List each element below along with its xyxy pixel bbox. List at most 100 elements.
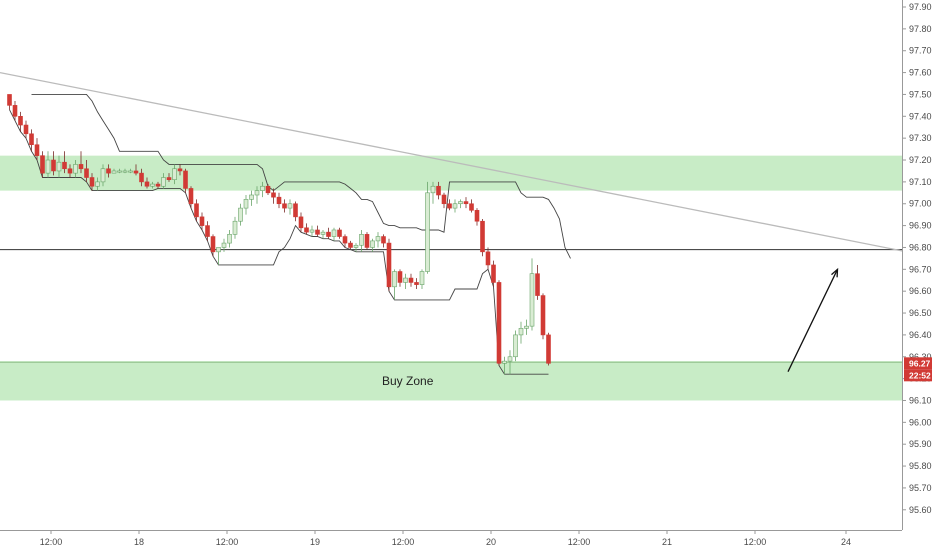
candle-body[interactable] <box>144 181 150 187</box>
candle-body[interactable] <box>458 201 463 205</box>
candle-body[interactable] <box>18 116 23 126</box>
candle-body[interactable] <box>375 236 381 242</box>
candle-body[interactable] <box>469 203 474 211</box>
candle-body[interactable] <box>480 220 485 253</box>
candle-body[interactable] <box>78 164 84 170</box>
candle-body[interactable] <box>276 196 282 205</box>
candle-body[interactable] <box>100 168 106 183</box>
candle-body[interactable] <box>56 161 62 172</box>
candle-body[interactable] <box>364 234 370 248</box>
candle-body[interactable] <box>106 168 111 174</box>
candle-body[interactable] <box>403 277 408 283</box>
candle-body[interactable] <box>89 177 95 187</box>
candle-body[interactable] <box>441 194 447 205</box>
candle-body[interactable] <box>392 271 397 288</box>
candle-body[interactable] <box>161 177 166 187</box>
candle-body[interactable] <box>40 155 45 174</box>
candle-body[interactable] <box>265 185 271 194</box>
candle-body[interactable] <box>436 185 441 196</box>
candle-body[interactable] <box>381 236 386 244</box>
candle-body[interactable] <box>331 229 337 237</box>
candle-body[interactable] <box>326 231 331 237</box>
candle-body[interactable] <box>529 273 535 327</box>
candle-body[interactable] <box>23 124 29 135</box>
candle-body[interactable] <box>447 203 452 209</box>
candle-body[interactable] <box>348 242 353 248</box>
candle-body[interactable] <box>271 192 276 198</box>
candle-body[interactable] <box>452 203 458 209</box>
candle-body[interactable] <box>535 273 540 296</box>
candle-body[interactable] <box>177 168 183 172</box>
candle-body[interactable] <box>513 334 518 358</box>
candle-body[interactable] <box>507 356 513 362</box>
candle-body[interactable] <box>315 229 320 235</box>
candle-body[interactable] <box>34 144 40 156</box>
candle-body[interactable] <box>524 325 529 329</box>
candle-body[interactable] <box>62 161 67 170</box>
candle-body[interactable] <box>150 183 155 187</box>
candle-body[interactable] <box>199 216 205 226</box>
candle-body[interactable] <box>84 168 89 178</box>
candle-body[interactable] <box>282 203 287 209</box>
candle-body[interactable] <box>155 183 161 187</box>
candle-body[interactable] <box>337 229 342 237</box>
candle-body[interactable] <box>518 328 524 336</box>
candle-body[interactable] <box>172 168 177 180</box>
candle-body[interactable] <box>67 168 73 174</box>
candle-body[interactable] <box>29 133 34 146</box>
candle-body[interactable] <box>293 203 298 218</box>
candle-body[interactable] <box>397 271 403 283</box>
candle-body[interactable] <box>210 236 216 253</box>
candle-body[interactable] <box>243 199 249 209</box>
candle-body[interactable] <box>183 170 188 189</box>
candle-body[interactable] <box>12 105 18 117</box>
candle-body[interactable] <box>95 181 100 187</box>
candle-body[interactable] <box>496 282 502 364</box>
candle-body[interactable] <box>238 207 243 222</box>
candle-body[interactable] <box>491 264 496 283</box>
candle-body[interactable] <box>546 334 551 364</box>
candle-body[interactable] <box>133 170 139 174</box>
candle-body[interactable] <box>386 242 392 288</box>
candle-body[interactable] <box>287 203 293 209</box>
y-axis-panel[interactable] <box>902 0 932 550</box>
candle-body[interactable] <box>254 190 260 196</box>
candle-body[interactable] <box>540 295 546 336</box>
candle-body[interactable] <box>166 177 172 180</box>
candle-body[interactable] <box>425 192 430 272</box>
candle-body[interactable] <box>463 201 469 205</box>
candle-body[interactable] <box>502 360 507 364</box>
candle-body[interactable] <box>359 234 364 246</box>
candle-body[interactable] <box>474 209 480 222</box>
candle-body[interactable] <box>232 220 238 235</box>
candle-body[interactable] <box>249 194 254 200</box>
candle-body[interactable] <box>227 234 232 244</box>
candle-body[interactable] <box>205 225 210 237</box>
candle-body[interactable] <box>128 170 133 173</box>
candle-body[interactable] <box>122 170 128 173</box>
candle-body[interactable] <box>7 94 12 106</box>
candle-body[interactable] <box>111 170 117 174</box>
candle-body[interactable] <box>320 231 326 235</box>
trendline[interactable] <box>0 71 932 281</box>
candle-body[interactable] <box>73 164 78 174</box>
up-arrow-icon[interactable] <box>787 269 839 372</box>
candle-body[interactable] <box>188 188 194 205</box>
candle-body[interactable] <box>221 242 227 248</box>
candle-body[interactable] <box>408 277 414 283</box>
candle-body[interactable] <box>117 170 122 173</box>
candle-body[interactable] <box>139 172 144 183</box>
candle-body[interactable] <box>51 159 56 172</box>
candle-body[interactable] <box>45 159 51 174</box>
candle-body[interactable] <box>485 251 491 266</box>
candle-body[interactable] <box>342 236 348 244</box>
candle-body[interactable] <box>298 216 304 229</box>
candle-body[interactable] <box>260 185 265 191</box>
candle-body[interactable] <box>309 229 315 233</box>
candle-body[interactable] <box>414 282 419 285</box>
candle-body[interactable] <box>430 185 436 194</box>
candle-body[interactable] <box>304 227 309 233</box>
candle-body[interactable] <box>216 247 221 253</box>
candle-body[interactable] <box>370 240 375 248</box>
